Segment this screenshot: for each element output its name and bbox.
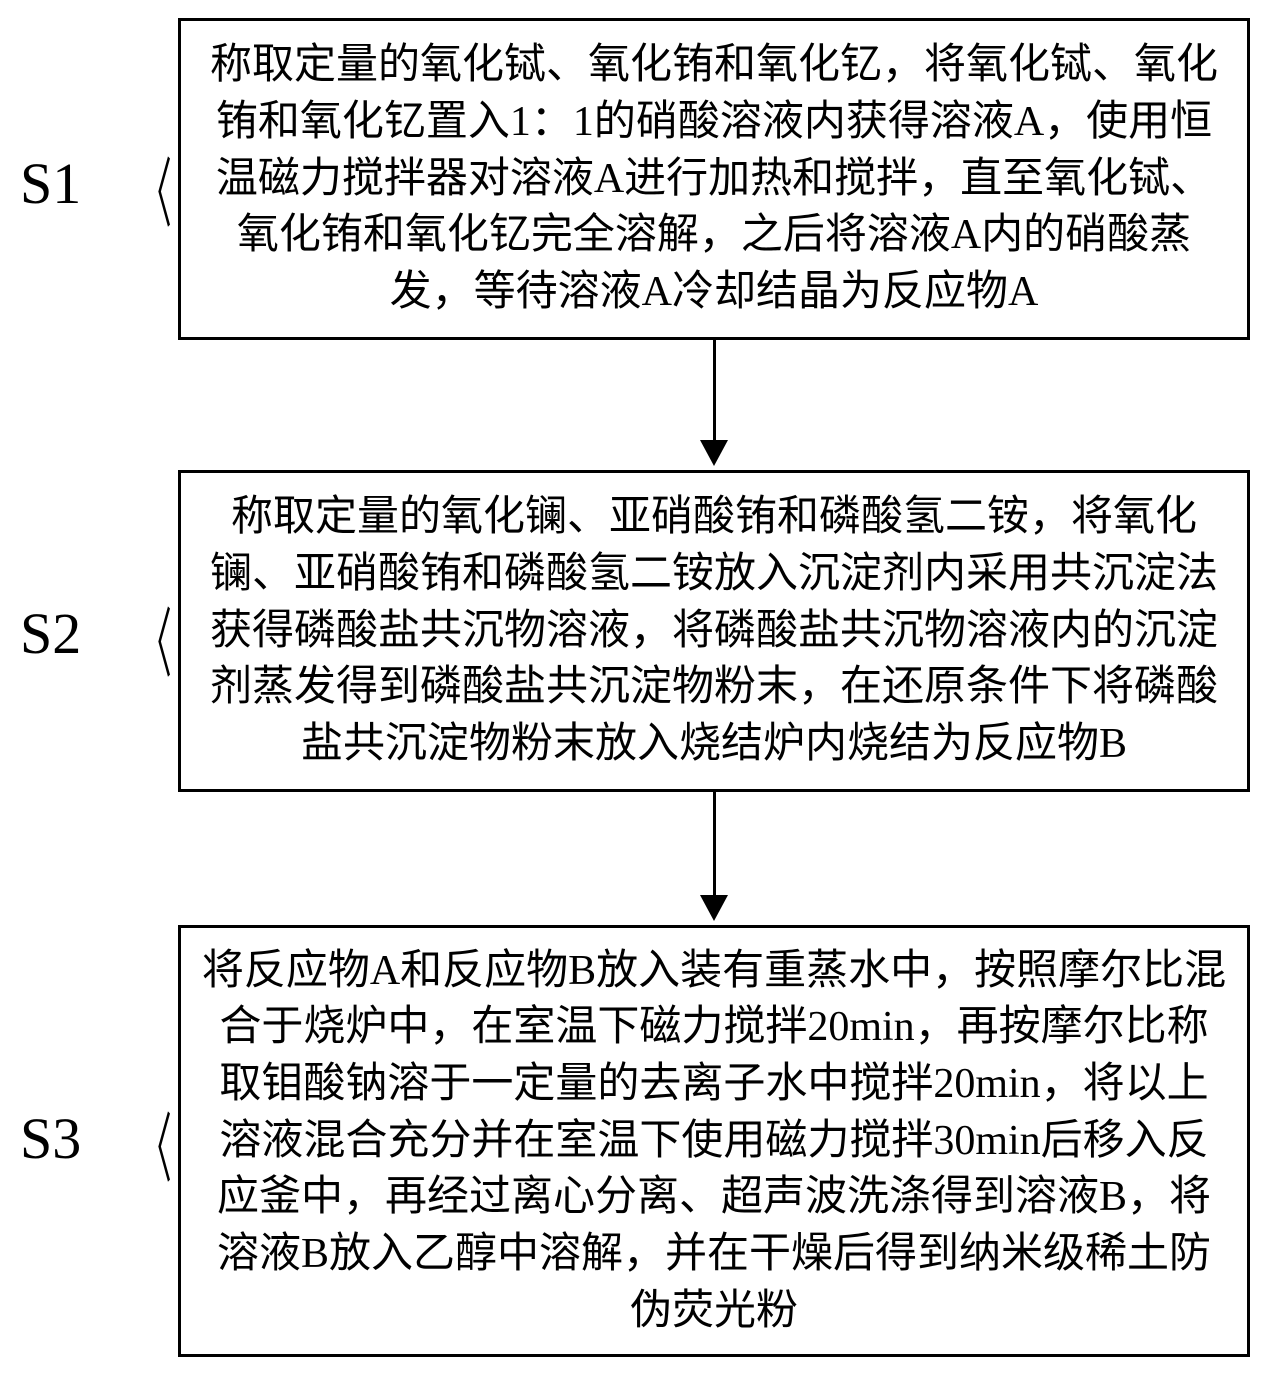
step-s2-text: 称取定量的氧化镧、亚硝酸铕和磷酸氢二铵，将氧化镧、亚硝酸铕和磷酸氢二铵放入沉淀剂… [199,489,1229,772]
step-s3-brace: ﹀ [133,1109,180,1185]
step-s2-box: 称取定量的氧化镧、亚硝酸铕和磷酸氢二铵，将氧化镧、亚硝酸铕和磷酸氢二铵放入沉淀剂… [178,470,1250,792]
arrow-line [713,340,716,440]
flowchart-canvas: S1 ﹀ 称取定量的氧化铽、氧化铕和氧化钇，将氧化铽、氧化铕和氧化钇置入1：1的… [0,0,1276,1375]
arrow-head-icon [700,440,728,466]
step-s3-label: S3 [20,1105,81,1172]
step-s2-brace: ﹀ [133,604,180,680]
step-s1-brace: ﹀ [133,154,180,230]
step-s3-box: 将反应物A和反应物B放入装有重蒸水中，按照摩尔比混合于烧炉中，在室温下磁力搅拌2… [178,925,1250,1357]
arrow-head-icon [700,895,728,921]
arrow-s2-s3 [700,792,728,921]
step-s1-label: S1 [20,150,81,217]
step-s3-text: 将反应物A和反应物B放入装有重蒸水中，按照摩尔比混合于烧炉中，在室温下磁力搅拌2… [199,943,1229,1340]
step-s2-label: S2 [20,600,81,667]
arrow-line [713,792,716,895]
step-s1-text: 称取定量的氧化铽、氧化铕和氧化钇，将氧化铽、氧化铕和氧化钇置入1：1的硝酸溶液内… [199,37,1229,320]
arrow-s1-s2 [700,340,728,466]
step-s1-box: 称取定量的氧化铽、氧化铕和氧化钇，将氧化铽、氧化铕和氧化钇置入1：1的硝酸溶液内… [178,18,1250,340]
